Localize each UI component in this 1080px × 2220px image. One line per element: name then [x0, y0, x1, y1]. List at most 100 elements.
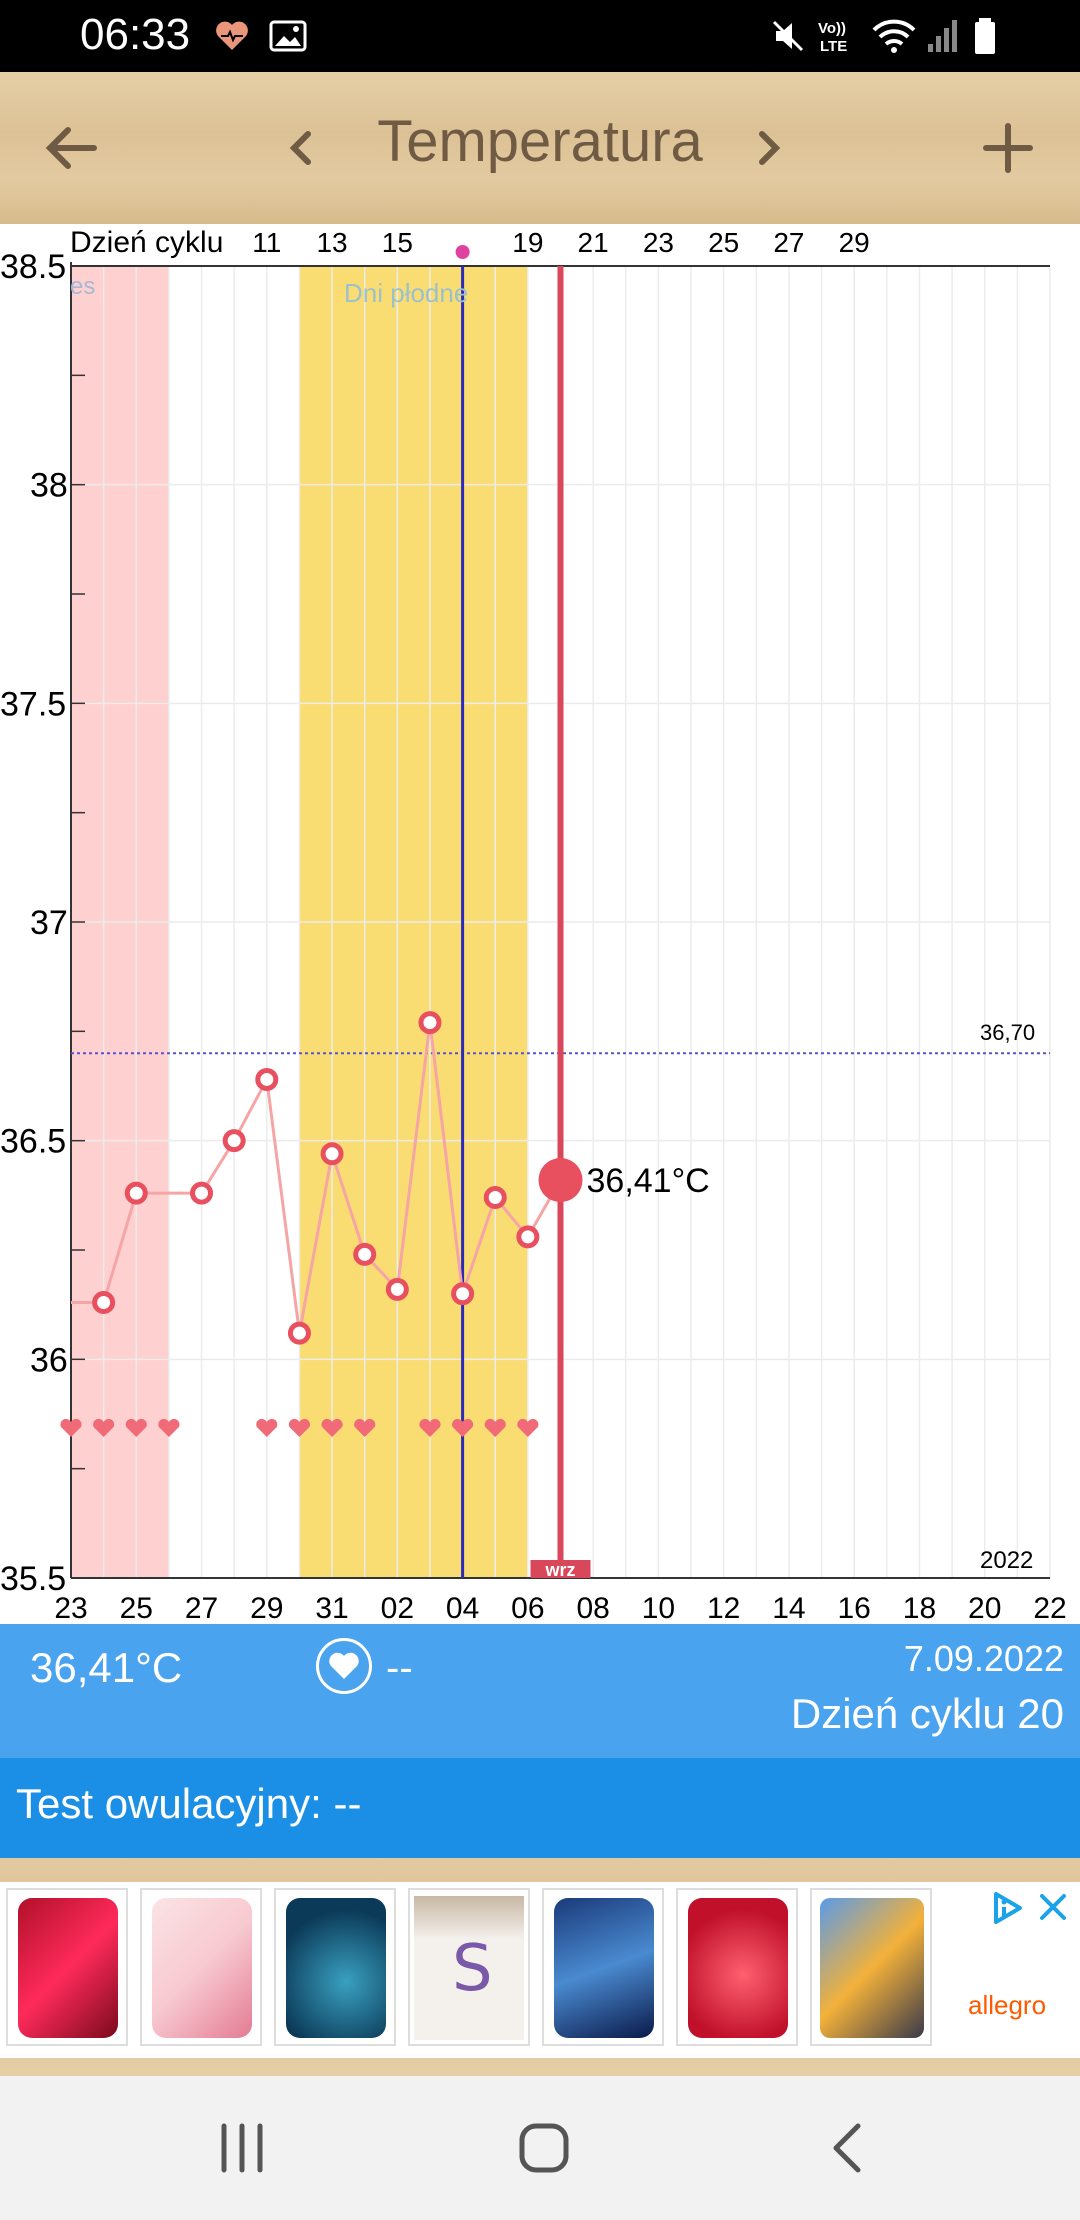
temp-point [222, 1129, 246, 1153]
intercourse-heart-icon [484, 1418, 506, 1437]
cycle-day: Dzień cyklu 20 [790, 1690, 1064, 1737]
cycle-tick-label: 11 [252, 227, 281, 258]
cycle-tick-label: 25 [708, 227, 739, 258]
home-icon[interactable] [514, 2118, 574, 2178]
x-tick-label: 31 [315, 1592, 348, 1624]
selected-date: 7.09.2022 [903, 1638, 1064, 1679]
day-info-bar[interactable]: 36,41°C -- 7.09.2022 Dzień cyklu 20 [0, 1624, 1080, 1758]
temperature-chart[interactable]: 38.5 38 37.5 37 36.5 36 35.5 23 25 27 29 31 02 04 06 08… [0, 224, 1080, 1625]
x-tick-label: 18 [903, 1592, 936, 1624]
status-bar: 06:33 Vo)) LTE [0, 0, 1080, 72]
x-tick-label: 16 [838, 1592, 871, 1624]
y-tick-label: 35.5 [0, 1560, 66, 1598]
current-temp-label: 36,41°C [587, 1162, 710, 1200]
cycle-tick-label: 23 [643, 227, 674, 258]
temp-point [92, 1290, 116, 1314]
page-title: Temperatura [377, 109, 703, 174]
ad-item-phone-xiaomi[interactable] [542, 1888, 664, 2046]
system-nav-bar [0, 2076, 1080, 2220]
adchoices-icon[interactable] [986, 1888, 1026, 1928]
ad-item-phone-red[interactable] [6, 1888, 128, 2046]
ad-item-samsung-box[interactable]: S [408, 1888, 530, 2046]
back-icon[interactable] [822, 2118, 878, 2178]
temp-point [418, 1011, 442, 1035]
close-icon[interactable] [1036, 1890, 1070, 1924]
ad-item-phone-pink[interactable] [140, 1888, 262, 2046]
intercourse-heart-icon [158, 1418, 180, 1437]
temp-point [255, 1067, 279, 1091]
x-tick-label: 25 [120, 1592, 153, 1624]
x-tick-label: 23 [54, 1592, 87, 1624]
recents-icon[interactable] [214, 2118, 270, 2178]
x-tick-label: 14 [772, 1592, 805, 1624]
month-marker-label: wrz [544, 1560, 575, 1580]
current-temp-point [538, 1158, 583, 1203]
intercourse-heart-icon [125, 1418, 147, 1437]
intercourse-heart-icon [316, 1638, 372, 1694]
period-label: es [70, 273, 95, 300]
cycle-tick-label: 13 [316, 227, 347, 258]
x-tick-label: 02 [381, 1592, 414, 1624]
year-label: 2022 [980, 1547, 1033, 1574]
y-tick-label: 37 [30, 904, 68, 942]
temp-point [516, 1225, 540, 1249]
intercourse-heart-icon [288, 1418, 311, 1437]
intercourse-heart-icon [517, 1418, 539, 1437]
temp-point [320, 1142, 344, 1166]
intercourse-value: -- [386, 1646, 413, 1690]
temp-point [385, 1277, 409, 1301]
heart-health-icon [216, 21, 248, 50]
svg-text:LTE: LTE [820, 38, 847, 55]
ad-item-phone-blue[interactable] [274, 1888, 396, 2046]
chevron-right-icon[interactable] [740, 108, 800, 188]
coverline-label: 36,70 [980, 1020, 1035, 1045]
x-tick-label: 22 [1033, 1592, 1066, 1624]
header-bar: Temperatura [0, 72, 1080, 227]
ad-strip: S allegro [0, 1858, 1080, 2076]
temp-point [287, 1321, 311, 1345]
x-tick-label: 20 [968, 1592, 1001, 1624]
plus-icon[interactable] [968, 108, 1048, 188]
temp-point [483, 1186, 507, 1210]
y-tick-label: 37.5 [0, 685, 66, 723]
signal-icon [928, 20, 957, 52]
mute-icon [772, 20, 804, 52]
y-tick-label: 38.5 [0, 248, 66, 286]
svg-text:Vo)): Vo)) [818, 20, 846, 37]
temp-point [190, 1181, 214, 1205]
cycle-axis-label: Dzień cyklu [70, 226, 223, 259]
temp-point [451, 1282, 475, 1306]
volte-icon: Vo)) LTE [818, 20, 847, 55]
cycle-tick-label: 19 [512, 227, 543, 258]
month-marker [530, 1560, 591, 1578]
x-tick-label: 29 [250, 1592, 283, 1624]
cycle-tick-label: 21 [578, 227, 609, 258]
ad-brand: allegro [968, 1990, 1047, 2020]
intercourse-heart-icon [452, 1418, 474, 1437]
temp-point [124, 1181, 148, 1205]
ovulation-test-bar[interactable]: Test owulacyjny: -- [0, 1758, 1080, 1858]
arrow-left-icon[interactable] [32, 108, 112, 188]
cycle-tick-label: 27 [773, 227, 804, 258]
x-tick-label: 27 [185, 1592, 218, 1624]
wifi-icon [872, 19, 916, 53]
y-tick-label: 36 [30, 1341, 68, 1379]
temp-point [353, 1242, 377, 1266]
cycle-tick-label: 15 [382, 227, 413, 258]
chevron-left-icon[interactable] [270, 108, 330, 188]
intercourse-heart-icon [93, 1418, 115, 1437]
y-tick-label: 38 [30, 467, 68, 505]
x-tick-label: 08 [576, 1592, 609, 1624]
ovulation-dot [455, 245, 470, 259]
x-tick-label: 04 [446, 1592, 479, 1624]
x-tick-label: 10 [642, 1592, 675, 1624]
ad-banner[interactable]: S allegro [0, 1882, 1080, 2058]
fertile-days-label: Dni płodne [344, 278, 468, 308]
ad-item-phone-poco[interactable] [810, 1888, 932, 2046]
intercourse-heart-icon [256, 1418, 278, 1437]
x-tick-label: 06 [511, 1592, 544, 1624]
ad-item-phone-red-2[interactable] [676, 1888, 798, 2046]
cycle-tick-label: 29 [839, 227, 870, 258]
ovulation-test-text: Test owulacyjny: -- [16, 1780, 362, 1827]
